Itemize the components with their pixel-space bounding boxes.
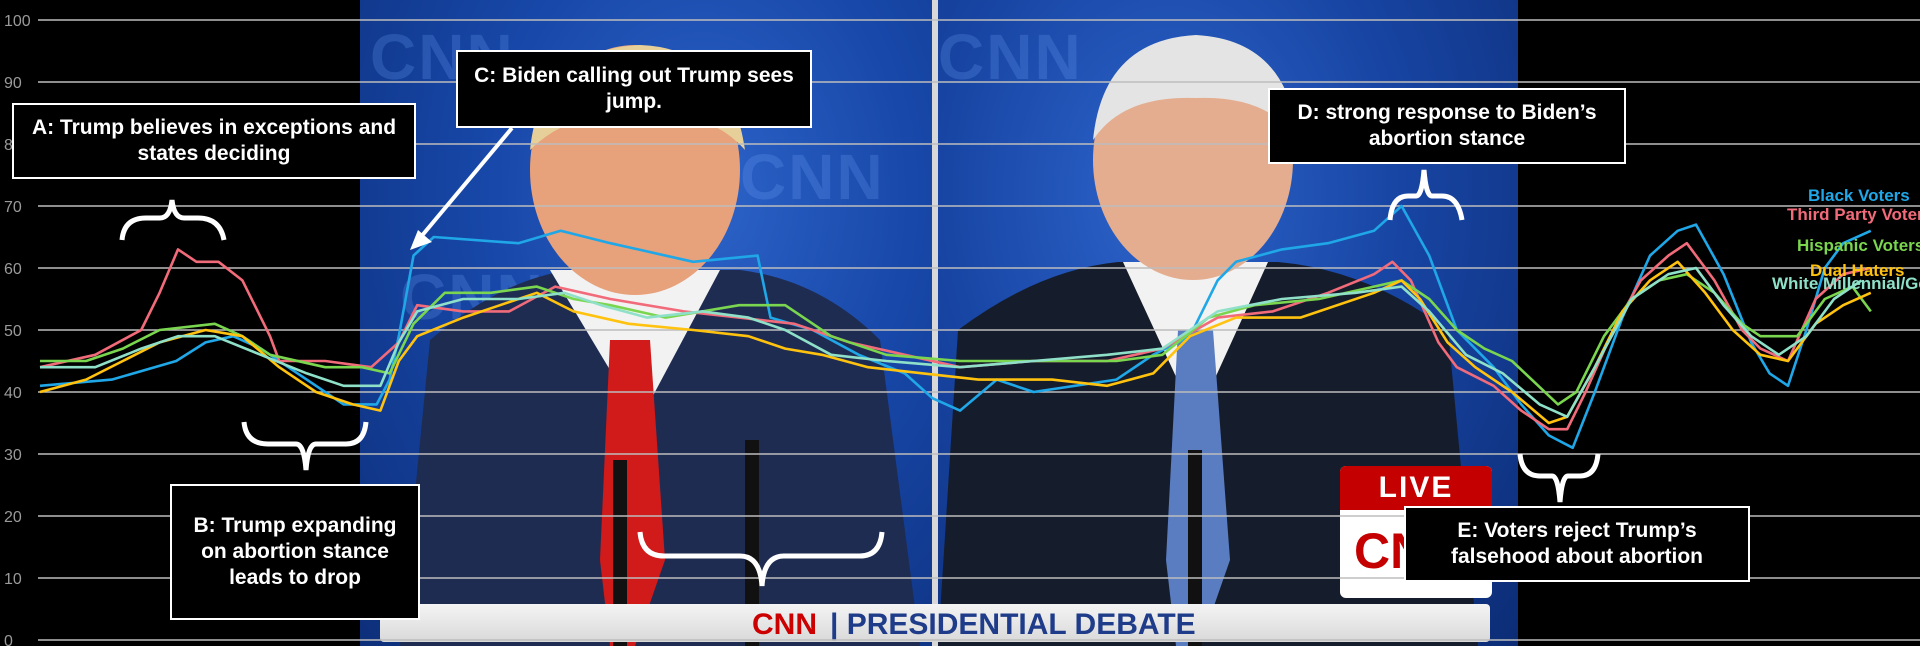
background-logo: CNN: [740, 141, 885, 213]
legend-item: White Millennial/Gen: [1772, 274, 1920, 293]
y-tick-label: 20: [4, 509, 22, 526]
annotation-c: C: Biden calling out Trump sees jump.: [456, 50, 812, 128]
banner-brand: CNN: [752, 608, 817, 641]
y-tick-label: 10: [4, 571, 22, 588]
legend-item: Hispanic Voters: [1797, 236, 1920, 255]
y-tick-label: 40: [4, 385, 22, 402]
annotation-d: D: strong response to Biden’s abortion s…: [1268, 88, 1626, 164]
series-line-black-voters: [39, 204, 1872, 450]
y-tick-label: 70: [4, 199, 22, 216]
background-logo: CNN: [938, 21, 1083, 93]
y-tick-label: 90: [4, 75, 22, 92]
legend-item: Black Voters: [1808, 186, 1910, 205]
legend-item: Third Party Voters: [1787, 205, 1920, 224]
bracket-a: [119, 199, 227, 241]
annotation-b: B: Trump expanding on abortion stance le…: [170, 484, 420, 620]
arrow-c-head: [410, 230, 432, 250]
annotation-brackets: [119, 126, 1601, 587]
series-line-dual-haters: [39, 260, 1872, 425]
y-tick-label: 100: [4, 13, 31, 30]
y-tick-label: 60: [4, 261, 22, 278]
y-tick-label: 0: [4, 633, 13, 646]
legend-item: Dual Haters: [1810, 261, 1905, 280]
bracket-c-center: [637, 531, 885, 587]
series-lines: [39, 204, 1872, 450]
banner-title: | PRESIDENTIAL DEBATE: [830, 608, 1196, 641]
y-tick-label: 50: [4, 323, 22, 340]
annotation-a: A: Trump believes in exceptions and stat…: [12, 103, 416, 179]
series-line-third-party-voters: [39, 241, 1872, 431]
split-divider: [932, 0, 938, 646]
y-tick-label: 30: [4, 447, 22, 464]
bracket-d: [1387, 169, 1465, 221]
annotation-e: E: Voters reject Trump’s falsehood about…: [1404, 506, 1750, 582]
live-label: LIVE: [1340, 466, 1492, 510]
series-line-white-millennial-gen: [40, 266, 1863, 419]
bracket-e: [1517, 453, 1601, 503]
arrow-c-line: [418, 126, 514, 240]
bracket-b: [241, 421, 369, 471]
debate-banner: CNN | PRESIDENTIAL DEBATE: [380, 604, 1490, 642]
series-line-hispanic-voters: [40, 272, 1872, 406]
